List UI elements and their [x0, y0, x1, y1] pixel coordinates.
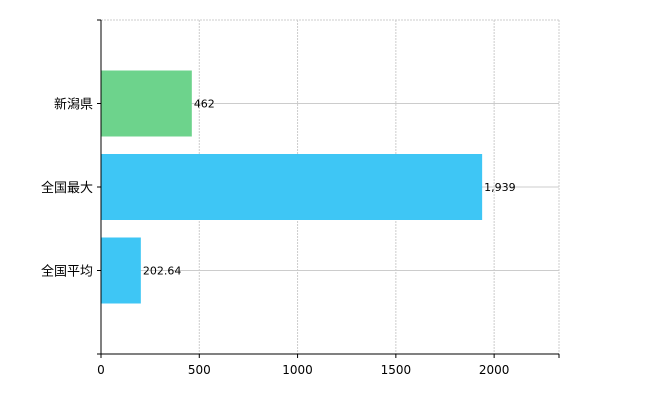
- category-label: 新潟県: [54, 97, 93, 113]
- data-label: 1,939: [484, 181, 515, 194]
- x-tick-label: 0: [97, 363, 105, 377]
- labels: 462 新潟県 1,939 全国最大 202.64 全国平均 0 500 1000 1500 200…: [41, 97, 516, 378]
- bar: [101, 154, 483, 220]
- axis-ticks: [97, 19, 560, 358]
- x-tick-label: 1500: [381, 363, 412, 377]
- category-label: 全国最大: [41, 180, 93, 196]
- category-label: 全国平均: [41, 264, 93, 280]
- x-tick-label: 1000: [282, 363, 313, 377]
- bar: [101, 70, 192, 137]
- data-label: 202.64: [143, 265, 182, 278]
- bars: [101, 70, 483, 304]
- x-tick-label: 500: [188, 363, 211, 377]
- data-label: 462: [194, 98, 215, 111]
- x-tick-label: 2000: [479, 363, 510, 377]
- bar: [101, 237, 141, 304]
